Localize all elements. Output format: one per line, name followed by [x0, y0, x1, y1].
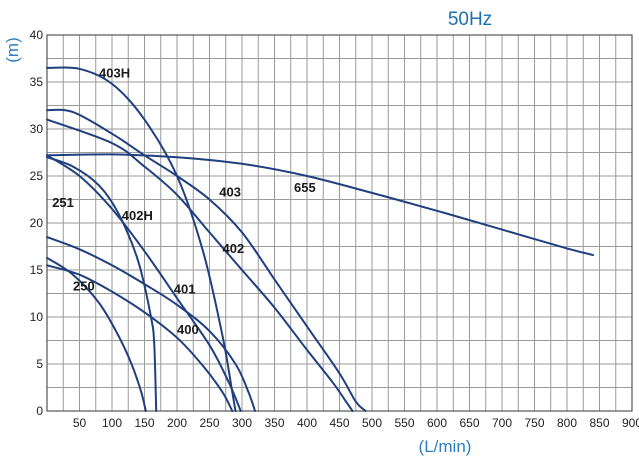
grid: [47, 35, 632, 411]
y-tick-label: 25: [30, 169, 44, 183]
y-axis-title: (m): [3, 37, 22, 62]
series-label-400: 400: [177, 322, 199, 337]
x-tick-label: 900: [622, 416, 639, 430]
x-tick-label: 100: [102, 416, 122, 430]
x-tick-label: 50: [73, 416, 87, 430]
plot-frame: [46, 34, 633, 412]
series-line-401: [46, 236, 256, 412]
x-tick-label: 750: [524, 416, 544, 430]
series-label-401: 401: [174, 282, 196, 297]
series-line-655: [46, 153, 594, 256]
x-tick-label: 450: [329, 416, 349, 430]
series-line-403h: [46, 66, 237, 412]
x-axis-title: (L/min): [419, 437, 472, 456]
x-tick-label: 600: [427, 416, 447, 430]
x-tick-label: 550: [394, 416, 414, 430]
x-tick-label: 800: [557, 416, 577, 430]
x-tick-label: 400: [297, 416, 317, 430]
series-line-251: [46, 156, 158, 412]
chart-title: 50Hz: [448, 9, 492, 30]
series-label-250: 250: [73, 279, 95, 294]
x-tick-label: 200: [167, 416, 187, 430]
series-label-403: 403: [219, 185, 241, 200]
series-label-251: 251: [52, 195, 74, 210]
y-tick-label: 20: [30, 216, 44, 230]
y-tick-label: 10: [30, 310, 44, 324]
series-line-250: [46, 256, 147, 412]
series-line-400: [46, 264, 234, 412]
tick-labels: 50 100 150 200 250 300 350 400 450 500 550 600 650 70…: [30, 28, 639, 430]
y-tick-label: 40: [30, 28, 44, 42]
series-line-403: [46, 108, 367, 412]
x-tick-label: 700: [492, 416, 512, 430]
series-lines: [46, 66, 594, 412]
x-tick-label: 850: [589, 416, 609, 430]
x-tick-label: 500: [362, 416, 382, 430]
y-tick-label: 5: [36, 357, 43, 371]
axes: [46, 34, 633, 412]
series-label-402h: 402H: [122, 208, 153, 223]
y-tick-label: 35: [30, 75, 44, 89]
y-tick-label: 0: [36, 404, 43, 418]
x-tick-label: 150: [134, 416, 154, 430]
y-tick-label: 15: [30, 263, 44, 277]
x-tick-label: 350: [264, 416, 284, 430]
y-tick-label: 30: [30, 122, 44, 136]
series-line-402: [46, 118, 354, 412]
x-tick-label: 300: [232, 416, 252, 430]
series-line-402h: [46, 154, 242, 412]
series-label-403h: 403H: [99, 65, 130, 80]
x-tick-label: 650: [459, 416, 479, 430]
series-label-402: 402: [223, 241, 245, 256]
series-labels: 403H 655 403 402 251 402H 401 250 400: [52, 65, 316, 337]
x-tick-label: 250: [199, 416, 219, 430]
series-label-655: 655: [294, 180, 316, 195]
